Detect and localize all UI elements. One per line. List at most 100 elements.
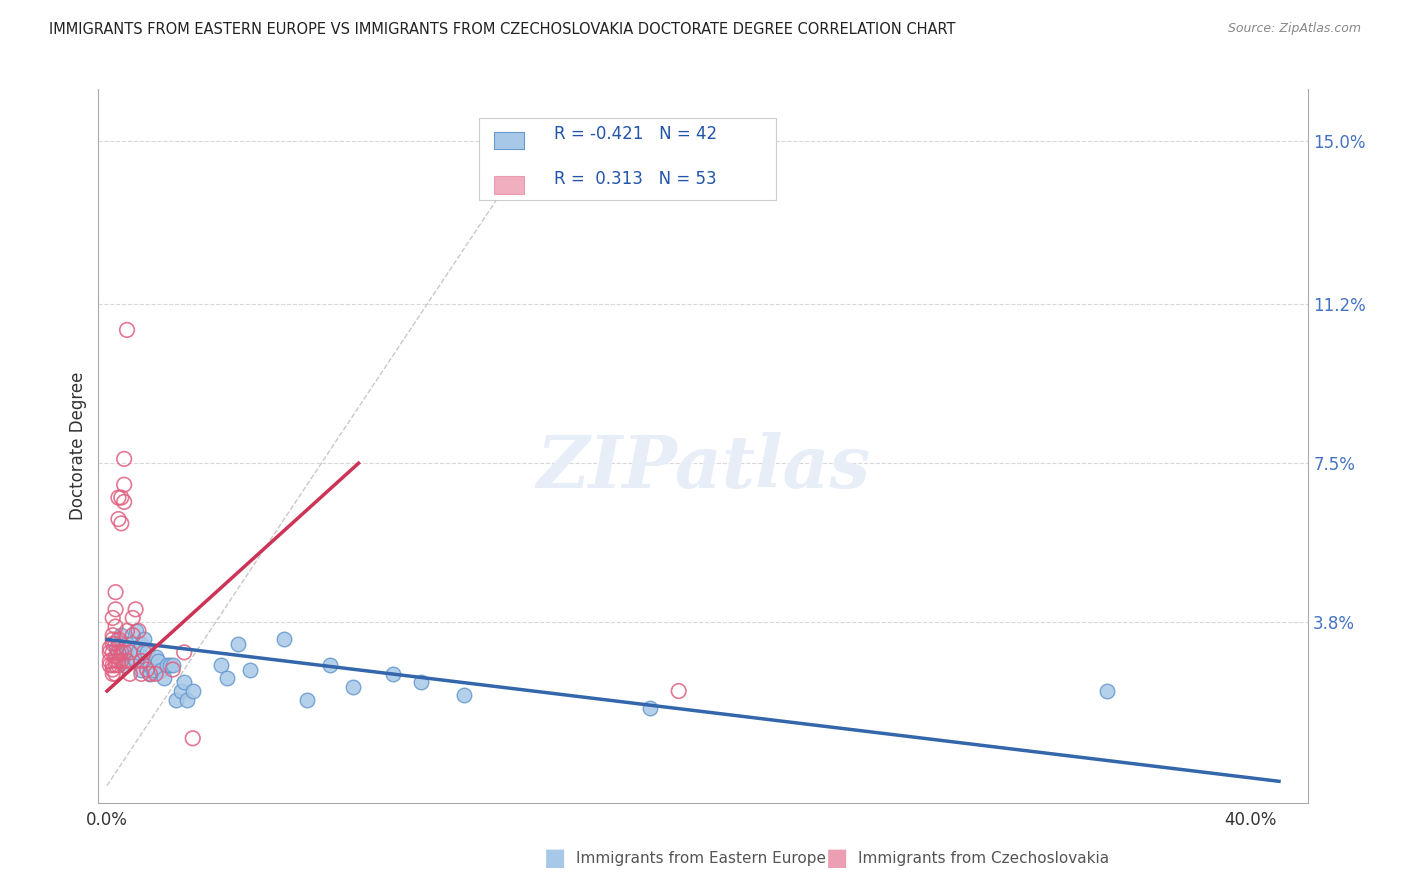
Point (112, 451, 135, 466)
Point (121, 649, 143, 664)
Point (112, 658, 135, 673)
Point (136, 663, 159, 677)
Point (127, 645, 149, 659)
Point (150, 663, 173, 677)
Point (110, 654, 132, 668)
Point (104, 641, 127, 656)
Point (173, 645, 195, 659)
Point (115, 637, 138, 651)
Point (104, 602, 127, 616)
Point (104, 649, 127, 664)
Point (342, 680, 364, 694)
Point (98, 658, 121, 673)
Point (115, 323, 138, 337)
Point (98, 645, 121, 659)
Point (148, 654, 170, 668)
Point (295, 692, 318, 706)
Point (104, 666, 127, 681)
Point (104, 619, 127, 633)
Point (101, 663, 124, 677)
Point (159, 658, 181, 673)
Point (107, 491, 129, 505)
Point (142, 663, 165, 677)
Point (181, 731, 204, 746)
Text: ■: ■ (825, 847, 848, 870)
Point (228, 637, 250, 651)
Point (118, 645, 141, 659)
Text: IMMIGRANTS FROM EASTERN EUROPE VS IMMIGRANTS FROM CZECHOSLOVAKIA DOCTORATE DEGRE: IMMIGRANTS FROM EASTERN EUROPE VS IMMIGR… (49, 22, 956, 37)
Point (110, 628, 132, 642)
Text: ZIPatlas: ZIPatlas (536, 432, 870, 503)
Point (124, 602, 146, 616)
Point (411, 675, 433, 690)
Point (112, 645, 135, 659)
Point (239, 663, 262, 677)
Point (107, 658, 129, 673)
Point (107, 654, 129, 668)
Point (112, 495, 135, 509)
Point (107, 632, 129, 647)
Y-axis label: Doctorate Degree: Doctorate Degree (69, 372, 87, 520)
Point (165, 692, 187, 706)
Point (115, 654, 138, 668)
Point (101, 666, 124, 681)
Bar (494, 177, 523, 194)
Point (104, 637, 127, 651)
Point (319, 658, 342, 673)
Point (145, 649, 167, 664)
Point (181, 684, 204, 698)
Point (129, 654, 152, 668)
Point (101, 632, 124, 647)
Point (139, 666, 162, 681)
Point (668, 684, 690, 698)
Point (127, 624, 149, 638)
Text: Immigrants from Eastern Europe: Immigrants from Eastern Europe (576, 851, 827, 865)
Text: R =  0.313   N = 53: R = 0.313 N = 53 (554, 170, 717, 188)
Point (215, 671, 238, 685)
Point (118, 645, 141, 659)
Point (173, 675, 195, 690)
Point (107, 512, 129, 526)
Point (112, 477, 135, 491)
Point (638, 701, 661, 715)
Point (118, 666, 141, 681)
Point (104, 585, 127, 599)
Text: R = -0.421   N = 42: R = -0.421 N = 42 (554, 125, 717, 143)
Bar (494, 131, 523, 149)
Point (134, 632, 156, 647)
Point (101, 637, 124, 651)
Text: Immigrants from Czechoslovakia: Immigrants from Czechoslovakia (858, 851, 1109, 865)
Point (124, 654, 146, 668)
Point (110, 645, 132, 659)
Point (121, 628, 143, 642)
Point (381, 666, 404, 681)
Point (1097, 684, 1119, 698)
Point (98, 641, 121, 656)
Point (98, 654, 121, 668)
Point (162, 658, 184, 673)
Point (162, 663, 184, 677)
Point (104, 654, 127, 668)
Point (101, 611, 124, 625)
Point (139, 666, 162, 681)
FancyBboxPatch shape (479, 118, 776, 200)
Point (107, 645, 129, 659)
Point (110, 491, 132, 505)
Text: ■: ■ (544, 847, 567, 870)
Point (129, 637, 152, 651)
Point (156, 658, 179, 673)
Point (101, 628, 124, 642)
Point (129, 666, 152, 681)
Point (176, 692, 198, 706)
Point (134, 645, 156, 659)
Point (115, 624, 138, 638)
Point (110, 516, 132, 531)
Point (273, 632, 295, 647)
Point (136, 645, 159, 659)
Point (101, 645, 124, 659)
Point (153, 671, 176, 685)
Point (139, 658, 162, 673)
Point (104, 658, 127, 673)
Point (107, 645, 129, 659)
Point (145, 666, 167, 681)
